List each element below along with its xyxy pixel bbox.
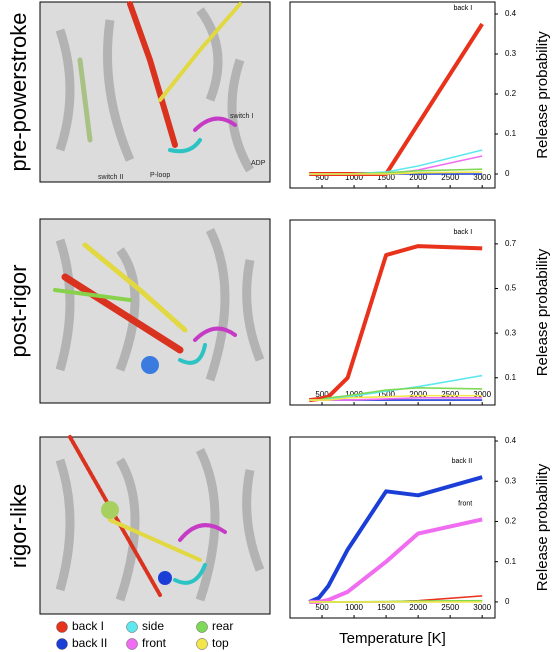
x-tick-label: 2000 [409, 173, 427, 182]
legend-label: front [142, 636, 167, 650]
legend-label: rear [212, 619, 233, 633]
legend-marker [196, 621, 208, 633]
legend-label: back I [72, 619, 104, 633]
legend-marker [196, 638, 208, 650]
series-line [309, 517, 483, 604]
x-tick-label: 1000 [345, 603, 363, 612]
panel-label: pre-powerstroke [6, 13, 31, 172]
panel-label: rigor-like [6, 484, 31, 568]
annotation: back I [454, 229, 473, 236]
legend-marker [56, 638, 68, 650]
structure-label: ADP [251, 160, 266, 167]
series-line [309, 22, 484, 176]
y-tick-label: 0 [505, 597, 510, 606]
legend-marker [126, 621, 138, 633]
x-tick-label: 2000 [409, 603, 427, 612]
y-tick-label: 0.4 [505, 9, 517, 18]
plot-frame [289, 1, 496, 189]
x-tick-label: 3000 [473, 173, 491, 182]
x-tick-label: 3000 [473, 390, 491, 399]
structure-image [39, 218, 271, 404]
legend-label: top [212, 636, 229, 650]
x-tick-label: 1000 [345, 173, 363, 182]
y-axis-label: Release probability [534, 463, 551, 591]
y-tick-label: 0.1 [505, 557, 517, 566]
x-tick-label: 500 [315, 173, 329, 182]
series-line [308, 244, 483, 403]
annotation: back II [452, 458, 473, 465]
legend-label: side [142, 619, 164, 633]
x-tick-label: 1500 [377, 390, 395, 399]
legend-marker [56, 621, 68, 633]
structure-label: switch I [230, 113, 253, 120]
y-tick-label: 0 [505, 169, 510, 178]
y-tick-label: 0.2 [505, 517, 517, 526]
x-tick-label: 1500 [377, 173, 395, 182]
y-tick-label: 0.3 [505, 328, 517, 337]
ligand-paths [53, 1, 242, 597]
helices [55, 7, 265, 602]
annotation: front [458, 500, 472, 507]
y-axis-label: Release probability [534, 31, 551, 159]
legend-marker [126, 638, 138, 650]
series-line [309, 394, 483, 401]
y-tick-label: 0.3 [505, 49, 517, 58]
structure-label: switch II [98, 174, 123, 181]
y-tick-label: 0.7 [505, 239, 517, 248]
legend-label: back II [72, 636, 107, 650]
y-tick-label: 0.5 [505, 284, 517, 293]
plot-frame [289, 219, 496, 406]
structure-images: switch I switch II P-loop ADP [39, 1, 271, 615]
x-tick-label: 3000 [473, 603, 491, 612]
x-tick-label: 2000 [409, 390, 427, 399]
plot-frame [289, 436, 496, 619]
series-line [308, 475, 483, 604]
structure-label: P-loop [150, 172, 170, 179]
x-tick-label: 500 [315, 603, 329, 612]
y-axis-label: Release probability [534, 248, 551, 376]
annotation: back I [454, 5, 473, 12]
x-tick-label: 2500 [441, 390, 459, 399]
y-tick-label: 0.1 [505, 129, 517, 138]
x-tick-label: 500 [315, 390, 329, 399]
x-tick-label: 1500 [377, 603, 395, 612]
x-tick-label: 2500 [441, 173, 459, 182]
y-tick-label: 0.3 [505, 476, 517, 485]
panel-label: post-rigor [6, 265, 31, 358]
y-tick-label: 0.1 [505, 373, 517, 382]
series-line [309, 171, 483, 175]
y-tick-label: 0.4 [505, 436, 517, 445]
y-tick-label: 0.2 [505, 89, 517, 98]
x-axis-label: Temperature [K] [339, 630, 446, 647]
x-tick-label: 2500 [441, 603, 459, 612]
